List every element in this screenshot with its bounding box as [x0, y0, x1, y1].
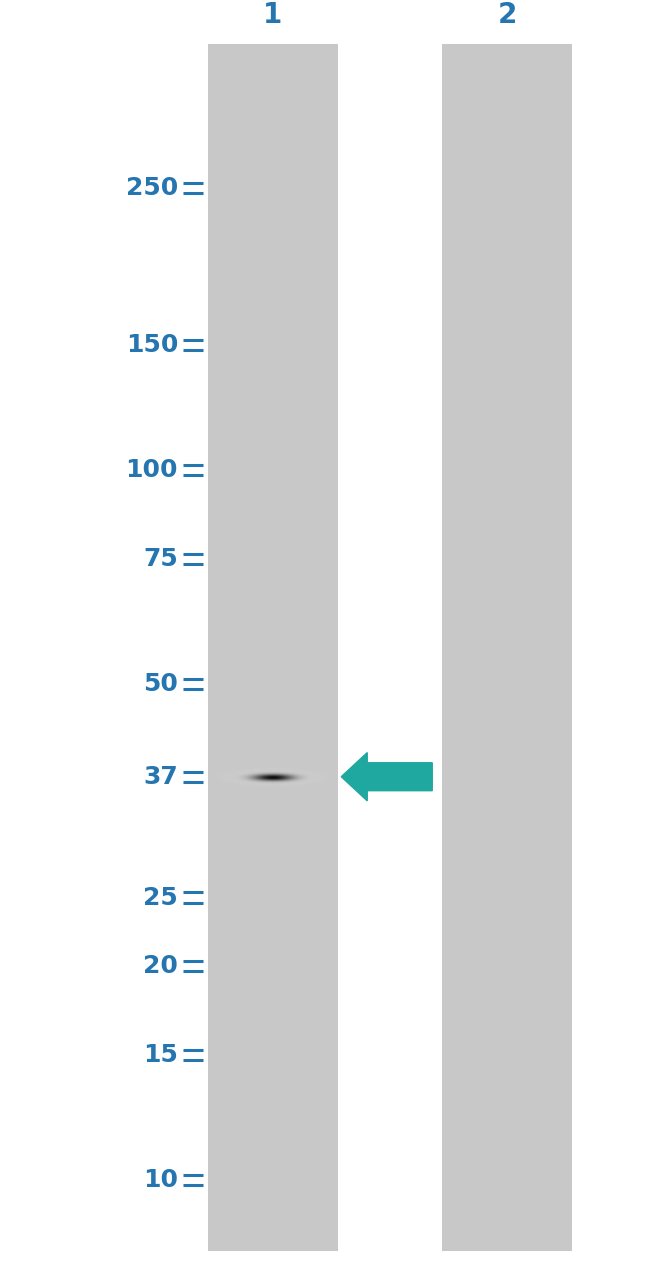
Text: 20: 20	[143, 954, 178, 978]
Text: 50: 50	[143, 672, 178, 696]
Text: 75: 75	[144, 547, 178, 572]
Text: 250: 250	[126, 175, 178, 199]
Text: 10: 10	[143, 1168, 178, 1193]
Text: 37: 37	[144, 765, 178, 789]
Text: 150: 150	[125, 333, 178, 357]
Text: 25: 25	[144, 885, 178, 909]
Text: 100: 100	[125, 458, 178, 483]
Bar	[208, 44, 338, 1251]
Bar	[442, 44, 572, 1251]
FancyArrow shape	[341, 753, 432, 801]
Text: 2: 2	[497, 1, 517, 29]
Text: 15: 15	[143, 1043, 178, 1067]
Text: 1: 1	[263, 1, 283, 29]
